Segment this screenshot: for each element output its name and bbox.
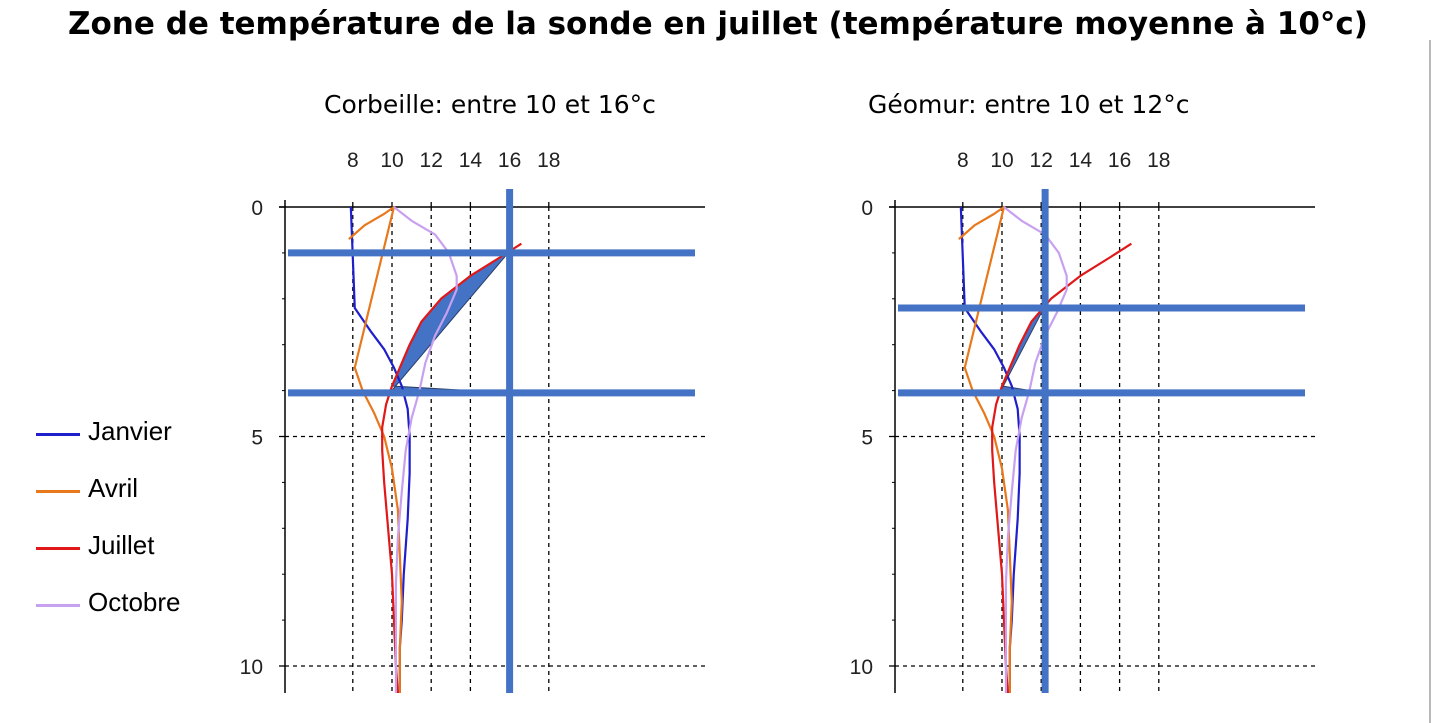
- x-tick-label-corbeille-10: 10: [380, 149, 403, 172]
- y-tick-label-corbeille-5: 5: [251, 427, 263, 450]
- legend-swatch-avril: [36, 490, 80, 493]
- x-tick-label-corbeille-12: 12: [420, 149, 443, 172]
- legend-swatch-octobre: [36, 604, 80, 607]
- legend-swatch-janvier: [36, 433, 80, 436]
- zone-area-geomur: [998, 305, 1046, 394]
- chart-title-corbeille: Corbeille: entre 10 et 16°c: [324, 90, 656, 119]
- series-line-corbeille-avril: [348, 205, 403, 693]
- page-title: Zone de température de la sonde en juill…: [68, 6, 1368, 42]
- y-tick-label-corbeille-10: 10: [240, 656, 263, 679]
- x-tick-label-corbeille-16: 16: [498, 149, 521, 172]
- legend-label-octobre: Octobre: [88, 587, 181, 617]
- series-line-corbeille-octobre: [393, 206, 458, 693]
- zone-area-corbeille: [388, 250, 510, 394]
- legend-label-avril: Avril: [88, 473, 139, 503]
- x-tick-label-geomur-14: 14: [1069, 149, 1093, 172]
- x-tick-label-geomur-10: 10: [990, 149, 1013, 172]
- y-tick-label-corbeille-0: 0: [251, 197, 263, 220]
- x-tick-label-corbeille-8: 8: [347, 149, 359, 172]
- y-tick-label-geomur-10: 10: [850, 656, 873, 679]
- series-line-geomur-octobre: [1003, 206, 1068, 693]
- series-line-geomur-avril: [958, 205, 1013, 693]
- chart-title-geomur: Géomur: entre 10 et 12°c: [868, 90, 1190, 119]
- legend-label-juillet: Juillet: [88, 530, 155, 560]
- frame-border: [1429, 40, 1431, 723]
- x-tick-label-corbeille-18: 18: [537, 149, 560, 172]
- series-line-geomur-juillet: [991, 242, 1132, 693]
- legend-label-janvier: Janvier: [88, 416, 172, 446]
- y-tick-label-geomur-0: 0: [861, 197, 873, 220]
- x-tick-label-geomur-18: 18: [1147, 149, 1170, 172]
- series-line-corbeille-juillet: [381, 242, 522, 693]
- x-tick-label-geomur-16: 16: [1108, 149, 1131, 172]
- x-tick-label-corbeille-14: 14: [459, 149, 483, 172]
- legend-swatch-juillet: [36, 547, 80, 550]
- y-tick-label-geomur-5: 5: [861, 427, 873, 450]
- x-tick-label-geomur-12: 12: [1030, 149, 1053, 172]
- x-tick-label-geomur-8: 8: [957, 149, 969, 172]
